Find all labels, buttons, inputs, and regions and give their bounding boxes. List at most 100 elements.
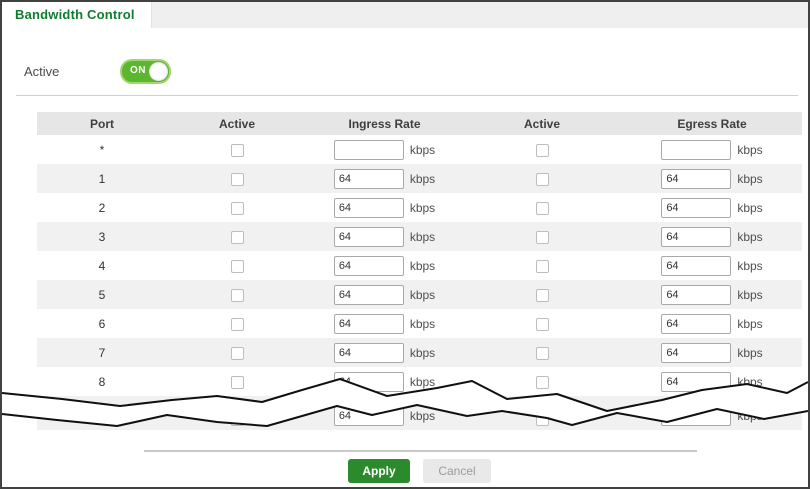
column-header: Ingress Rate	[348, 116, 421, 131]
table-row: kbps kbps	[37, 396, 802, 430]
checkbox-cell	[462, 200, 622, 215]
port-label: 3	[98, 229, 106, 244]
checkbox-cell	[462, 345, 622, 360]
egress-active-checkbox[interactable]	[535, 143, 549, 157]
egress-active-checkbox[interactable]	[535, 201, 549, 215]
ingress-active-checkbox[interactable]	[230, 230, 244, 244]
table-row: 7 kbps kbps	[37, 338, 802, 367]
unit-label: kbps	[409, 142, 436, 157]
ingress-rate-input[interactable]	[333, 284, 404, 305]
checkbox-cell	[462, 258, 622, 273]
egress-active-checkbox[interactable]	[535, 317, 549, 331]
rate-cell: kbps	[307, 139, 462, 160]
unit-label: kbps	[409, 345, 436, 360]
ingress-rate-input[interactable]	[333, 139, 404, 160]
tab-bandwidth-control[interactable]: Bandwidth Control	[2, 2, 152, 28]
port-label: 6	[98, 316, 106, 331]
checkbox-cell	[167, 200, 307, 215]
checkbox-cell	[167, 412, 307, 426]
unit-label: kbps	[409, 229, 436, 244]
port-label: 2	[98, 200, 106, 215]
egress-rate-input[interactable]	[661, 168, 732, 189]
ingress-active-checkbox[interactable]	[230, 172, 244, 186]
rate-cell: kbps	[307, 284, 462, 305]
egress-active-checkbox[interactable]	[535, 230, 549, 244]
egress-active-checkbox[interactable]	[535, 413, 549, 426]
active-toggle[interactable]: ON	[120, 59, 171, 84]
ingress-active-checkbox[interactable]	[230, 201, 244, 215]
checkbox-cell	[462, 142, 622, 157]
ingress-active-checkbox[interactable]	[230, 346, 244, 360]
column-header: Active	[523, 116, 561, 131]
ingress-rate-input[interactable]	[333, 342, 404, 363]
ingress-active-checkbox[interactable]	[230, 413, 244, 426]
checkbox-cell	[462, 287, 622, 302]
egress-rate-input[interactable]	[661, 139, 732, 160]
checkbox-cell	[167, 229, 307, 244]
rate-cell: kbps	[307, 406, 462, 426]
table-header-row: Port Active Ingress Rate Active Egress Rate	[37, 112, 802, 135]
port-label: 5	[98, 287, 106, 302]
column-header: Egress Rate	[677, 116, 747, 131]
apply-button[interactable]: Apply	[348, 459, 410, 483]
ingress-rate-input[interactable]	[333, 255, 404, 276]
rate-cell: kbps	[622, 313, 802, 334]
active-label: Active	[24, 64, 60, 79]
rate-cell: kbps	[307, 168, 462, 189]
egress-rate-input[interactable]	[661, 255, 732, 276]
rate-cell: kbps	[622, 406, 802, 426]
ingress-rate-input[interactable]	[333, 313, 404, 334]
unit-label: kbps	[737, 287, 763, 302]
egress-rate-input[interactable]	[661, 342, 732, 363]
tab-bar: Bandwidth Control	[2, 2, 808, 28]
ingress-rate-input[interactable]	[333, 168, 404, 189]
egress-active-checkbox[interactable]	[535, 288, 549, 302]
checkbox-cell	[167, 171, 307, 186]
port-label: 8	[98, 374, 106, 389]
egress-rate-input[interactable]	[661, 284, 732, 305]
rate-cell: kbps	[307, 371, 462, 392]
egress-rate-input[interactable]	[661, 197, 732, 218]
ingress-active-checkbox[interactable]	[230, 259, 244, 273]
ingress-active-checkbox[interactable]	[230, 317, 244, 331]
cancel-button[interactable]: Cancel	[423, 459, 491, 483]
port-label: 1	[98, 171, 106, 186]
rate-cell: kbps	[622, 342, 802, 363]
rate-cell: kbps	[622, 197, 802, 218]
ingress-rate-input[interactable]	[333, 197, 404, 218]
unit-label: kbps	[737, 316, 763, 331]
bandwidth-table: Port Active Ingress Rate Active Egress Rate …	[37, 112, 802, 430]
table-row: 4 kbps kbps	[37, 251, 802, 280]
unit-label: kbps	[737, 409, 763, 423]
egress-active-checkbox[interactable]	[535, 172, 549, 186]
unit-label: kbps	[409, 316, 436, 331]
checkbox-cell	[462, 171, 622, 186]
unit-label: kbps	[409, 200, 436, 215]
egress-active-checkbox[interactable]	[535, 259, 549, 273]
rate-cell: kbps	[622, 371, 802, 392]
port-label: 7	[98, 345, 106, 360]
egress-active-checkbox[interactable]	[535, 346, 549, 360]
ingress-active-checkbox[interactable]	[230, 143, 244, 157]
ingress-active-checkbox[interactable]	[230, 375, 244, 389]
unit-label: kbps	[737, 374, 763, 389]
egress-rate-input[interactable]	[661, 226, 732, 247]
footer-divider	[144, 450, 697, 452]
unit-label: kbps	[409, 258, 436, 273]
rate-cell: kbps	[622, 255, 802, 276]
egress-rate-input[interactable]	[661, 313, 732, 334]
ingress-rate-input[interactable]	[333, 226, 404, 247]
unit-label: kbps	[737, 258, 763, 273]
checkbox-cell	[167, 287, 307, 302]
ingress-rate-input[interactable]	[333, 406, 404, 426]
toggle-knob-icon	[149, 62, 168, 81]
egress-active-checkbox[interactable]	[535, 375, 549, 389]
checkbox-cell	[167, 258, 307, 273]
rate-cell: kbps	[622, 168, 802, 189]
ingress-active-checkbox[interactable]	[230, 288, 244, 302]
ingress-rate-input[interactable]	[333, 371, 404, 392]
egress-rate-input[interactable]	[661, 371, 732, 392]
table-row: 8 kbps kbps	[37, 367, 802, 396]
egress-rate-input[interactable]	[661, 406, 732, 426]
